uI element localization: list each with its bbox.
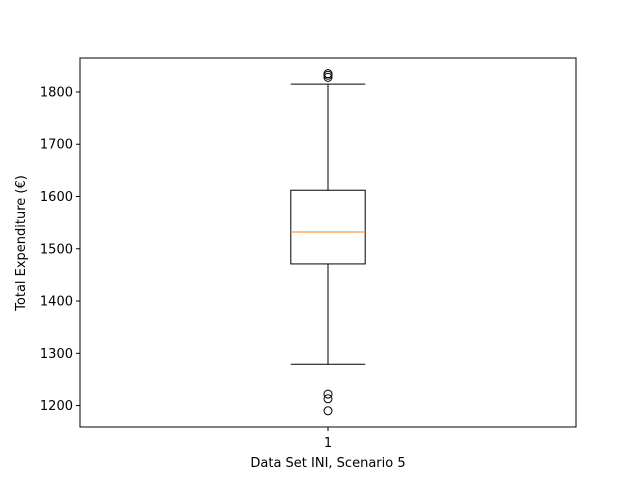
box-group: [290, 69, 366, 416]
x-tick-label: 1: [324, 436, 332, 451]
y-tick-label: 1200: [40, 399, 73, 414]
y-tick-label: 1700: [40, 138, 73, 153]
outlier-point: [323, 394, 333, 404]
plot-marks: [290, 69, 366, 416]
outlier-point: [323, 69, 333, 79]
y-tick-label: 1500: [40, 242, 73, 257]
outlier-point: [323, 389, 333, 399]
outlier-point: [323, 406, 333, 416]
y-axis-label: Total Expenditure (€): [14, 175, 29, 312]
x-axis-ticks: 1: [324, 427, 332, 451]
y-tick-label: 1300: [40, 347, 73, 362]
y-tick-label: 1600: [40, 190, 73, 205]
outlier-point: [323, 72, 333, 82]
x-axis-label: Data Set INI, Scenario 5: [250, 456, 405, 471]
plot-area-frame: [79, 57, 577, 428]
interquartile-box: [290, 189, 366, 265]
y-tick-label: 1400: [40, 295, 73, 310]
y-axis-ticks: 1200 1300 1400 1500 1600 1700 1800: [40, 85, 80, 414]
y-tick-label: 1800: [40, 85, 73, 100]
